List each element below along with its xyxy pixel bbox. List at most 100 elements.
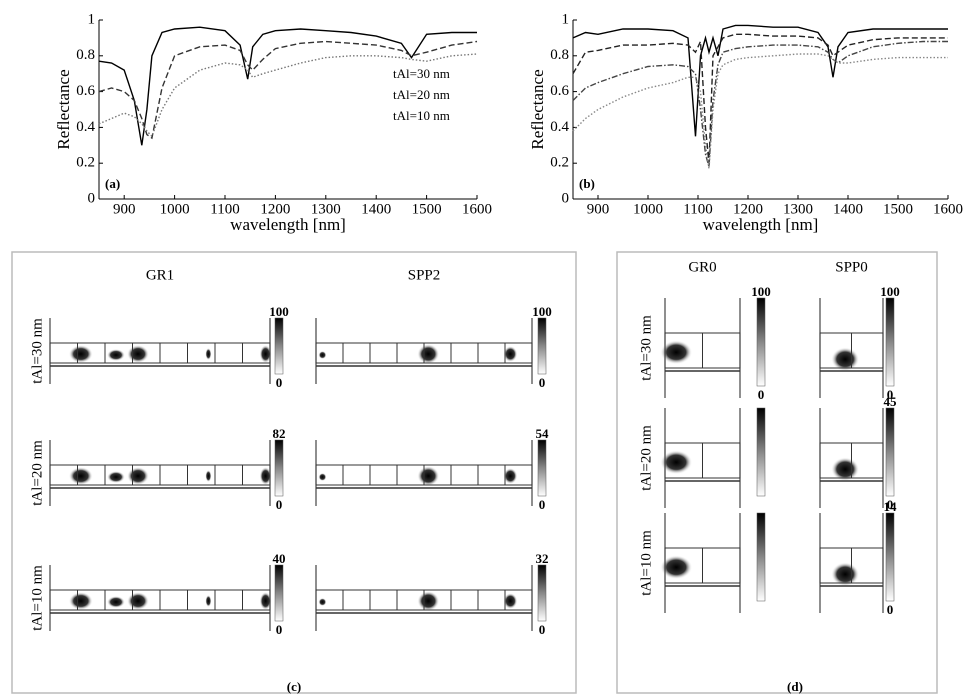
field-blob	[417, 591, 440, 611]
field-blob	[318, 351, 327, 359]
x-tick-label: 1200	[733, 201, 763, 217]
colorbar-min: 0	[539, 622, 546, 637]
field-blob	[205, 470, 212, 482]
colorbar-min: 0	[887, 602, 894, 617]
y-tick-label: 0	[562, 190, 570, 206]
x-tick-label: 900	[113, 201, 136, 217]
colorbar	[274, 564, 284, 622]
field-blob	[831, 457, 860, 482]
colorbar-max: 40	[273, 551, 286, 566]
field-blob	[68, 592, 93, 610]
field-blob	[205, 348, 212, 360]
y-tick-label: 0.8	[550, 47, 569, 63]
field-blob	[259, 592, 272, 610]
y-tick-label: 0	[88, 190, 96, 206]
x-axis-label: wavelength [nm]	[230, 215, 346, 234]
field-blob	[318, 473, 327, 481]
y-tick-label: 0.4	[76, 119, 95, 135]
row-label: tAl=10 nm	[29, 565, 45, 631]
colorbar-min: 0	[887, 387, 894, 402]
colorbar	[885, 512, 895, 602]
field-blob	[660, 450, 693, 475]
field-blob	[417, 466, 440, 486]
y-tick-label: 1	[562, 11, 570, 27]
field-blob	[68, 467, 93, 485]
row-label: tAl=20 nm	[29, 440, 45, 506]
y-tick-label: 0.2	[76, 155, 95, 171]
x-tick-label: 1300	[783, 201, 813, 217]
colorbar-max: 14	[884, 499, 898, 514]
field-blob	[127, 467, 149, 485]
field-blob	[503, 593, 518, 609]
colorbar-max: 100	[532, 304, 552, 319]
column-heading: GR1	[146, 267, 174, 283]
row-label: tAl=30 nm	[29, 318, 45, 384]
x-tick-label: 1100	[210, 201, 239, 217]
x-tick-label: 1000	[160, 201, 190, 217]
x-tick-label: 1600	[933, 201, 963, 217]
x-tick-label: 1400	[361, 201, 391, 217]
y-tick-label: 0.4	[550, 119, 569, 135]
field-blob	[259, 345, 272, 363]
y-axis-label: Reflectance	[54, 69, 73, 149]
colorbar	[274, 439, 284, 497]
x-tick-label: 1100	[683, 201, 712, 217]
panel-c-frame	[11, 251, 577, 694]
field-blob	[660, 340, 693, 365]
x-axis-label: wavelength [nm]	[703, 215, 819, 234]
field-blob	[417, 344, 440, 364]
field-blob	[127, 345, 149, 363]
y-tick-label: 0.8	[76, 47, 95, 63]
colorbar-min: 0	[276, 375, 283, 390]
row-label: tAl=10 nm	[638, 530, 654, 596]
panel-label: (b)	[579, 176, 595, 191]
colorbar-max: 100	[269, 304, 289, 319]
colorbar	[537, 439, 547, 497]
colorbar-min: 0	[758, 387, 765, 402]
colorbar	[756, 407, 766, 497]
field-blob	[127, 592, 149, 610]
column-heading: SPP0	[835, 259, 868, 275]
x-tick-label: 1500	[883, 201, 913, 217]
series-line	[572, 24, 948, 137]
colorbar-max: 100	[751, 284, 771, 299]
column-heading: SPP2	[408, 267, 441, 283]
y-tick-label: 1	[88, 11, 96, 27]
colorbar-min: 0	[276, 497, 283, 512]
row-label: tAl=30 nm	[638, 315, 654, 381]
field-blob	[107, 596, 125, 608]
colorbar-min: 0	[276, 622, 283, 637]
colorbar-max: 54	[536, 426, 550, 441]
colorbar	[756, 512, 766, 602]
y-axis-label: Reflectance	[528, 69, 547, 149]
colorbar-min: 0	[539, 497, 546, 512]
field-blob	[107, 471, 125, 483]
colorbar	[537, 317, 547, 375]
field-blob	[503, 346, 518, 362]
panel-label: (a)	[105, 176, 120, 191]
legend-entry: tAl=10 nm	[393, 108, 450, 123]
field-blob	[831, 562, 860, 587]
field-blob	[68, 345, 93, 363]
field-blob	[107, 349, 125, 361]
legend-entry: tAl=20 nm	[393, 87, 450, 102]
legend-entry: tAl=30 nm	[393, 66, 450, 81]
colorbar	[537, 564, 547, 622]
field-blob	[660, 555, 693, 580]
series-line	[572, 40, 948, 167]
y-tick-label: 0.6	[76, 83, 95, 99]
x-tick-label: 1600	[462, 201, 492, 217]
panel-label: (c)	[287, 679, 301, 694]
x-tick-label: 900	[587, 201, 610, 217]
x-tick-label: 1000	[633, 201, 663, 217]
colorbar	[885, 297, 895, 387]
colorbar	[756, 297, 766, 387]
series-line	[572, 53, 948, 169]
series-line	[98, 26, 477, 146]
panel-label: (d)	[787, 679, 803, 694]
series-line	[572, 33, 948, 164]
panel-d-frame	[616, 251, 938, 694]
x-tick-label: 1200	[260, 201, 290, 217]
colorbar	[885, 407, 895, 497]
